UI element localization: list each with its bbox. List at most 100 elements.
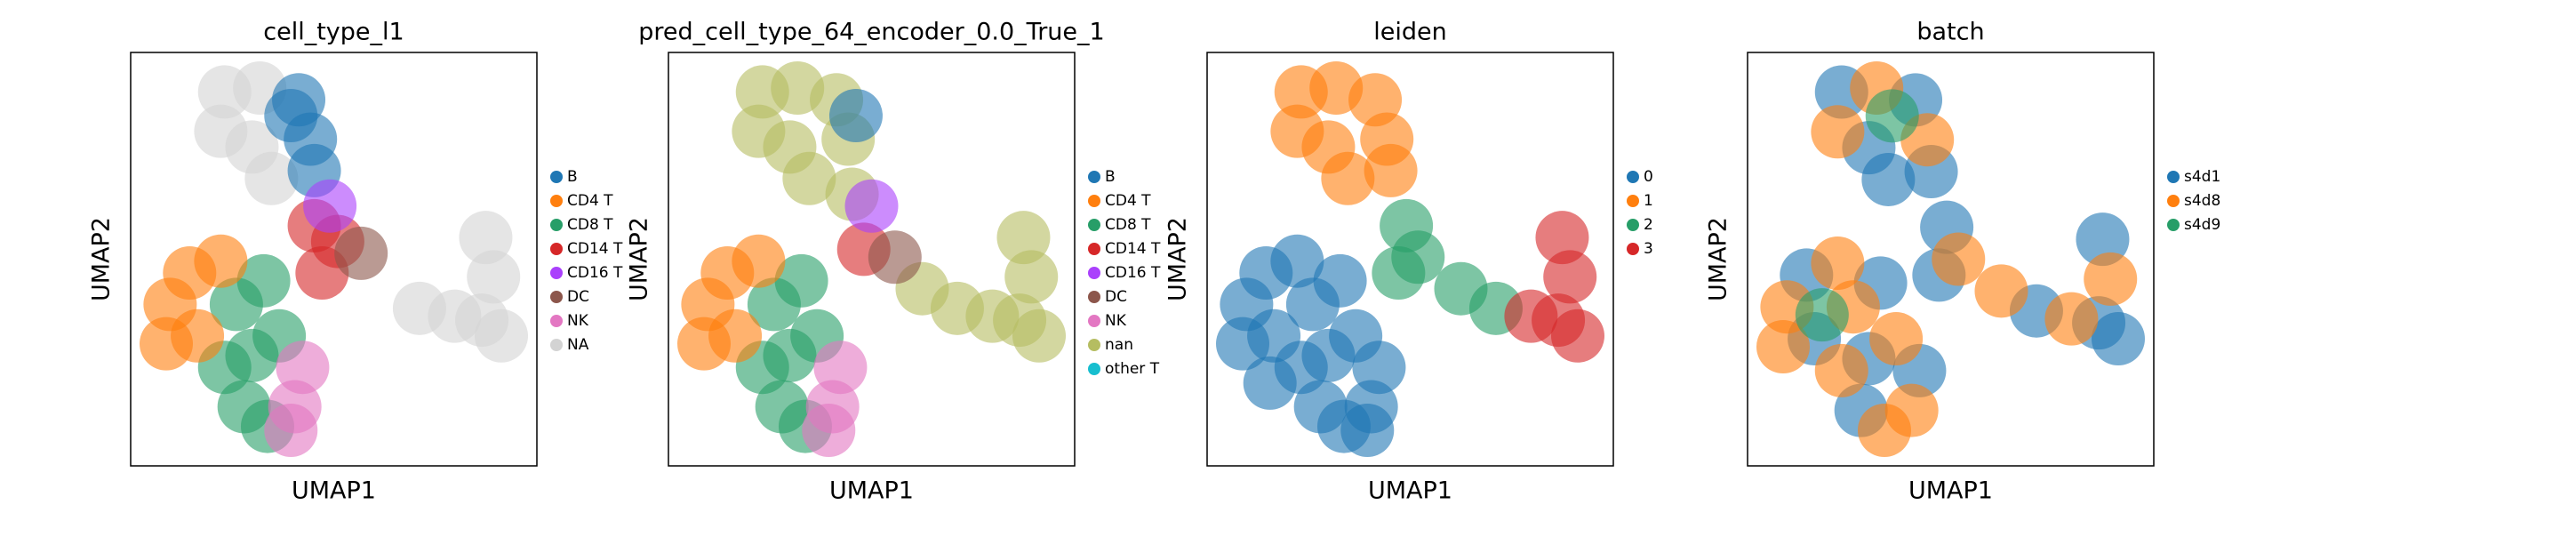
- y-axis-label: UMAP2: [1705, 217, 1732, 301]
- point: [1884, 383, 1939, 437]
- y-axis-label: UMAP2: [88, 217, 116, 301]
- plot-area: [1206, 52, 1614, 467]
- point: [2092, 312, 2145, 366]
- axes-frame: [1206, 52, 1614, 467]
- legend-label: 3: [1644, 240, 1653, 258]
- point: [1814, 343, 1868, 397]
- legend-marker: [1627, 171, 1639, 183]
- point: [1364, 143, 1418, 197]
- point: [1372, 245, 1426, 300]
- legend-marker: [1088, 171, 1100, 183]
- legend-label: CD8 T: [567, 216, 613, 234]
- point: [1352, 341, 1406, 395]
- point: [194, 234, 248, 288]
- legend-marker: [1088, 195, 1100, 207]
- legend-label: NA: [567, 336, 589, 354]
- legend-label: CD16 T: [1105, 264, 1161, 282]
- point: [782, 151, 836, 205]
- x-axis-label: UMAP1: [292, 477, 376, 505]
- point: [1551, 309, 1604, 363]
- points: [1756, 61, 2145, 457]
- legend-label: CD14 T: [1105, 240, 1161, 258]
- axes-frame: [668, 52, 1076, 467]
- point: [303, 179, 357, 233]
- point: [1811, 236, 1865, 290]
- plot-area: [130, 52, 538, 467]
- legend-marker: [2167, 195, 2180, 207]
- point: [1313, 253, 1367, 308]
- point: [732, 234, 786, 288]
- legend-marker: [550, 171, 563, 183]
- point: [1243, 356, 1297, 410]
- panel-title: batch: [1916, 19, 1984, 46]
- legend-marker: [1088, 363, 1100, 375]
- legend-marker: [550, 219, 563, 231]
- legend-label: DC: [1105, 288, 1127, 306]
- point: [1340, 404, 1395, 457]
- legend-marker: [550, 291, 563, 303]
- point: [334, 226, 388, 280]
- legend-label: B: [567, 168, 578, 186]
- point: [802, 404, 856, 457]
- legend-label: other T: [1105, 360, 1160, 378]
- legend-label: NK: [567, 312, 589, 330]
- legend-label: CD8 T: [1105, 216, 1151, 234]
- legend-marker: [1627, 219, 1639, 231]
- points: [140, 61, 528, 457]
- panel-title: pred_cell_type_64_encoder_0.0_True_1: [638, 19, 1104, 46]
- point: [1869, 312, 1924, 366]
- point: [1270, 234, 1324, 288]
- point: [1861, 152, 1916, 206]
- point: [1811, 105, 1865, 159]
- legend-marker: [550, 315, 563, 327]
- plot-area: [1747, 52, 2155, 467]
- legend-label: s4d9: [2184, 216, 2220, 234]
- point: [475, 309, 528, 363]
- point: [844, 179, 899, 233]
- points: [677, 61, 1066, 457]
- point: [1321, 151, 1375, 205]
- legend-marker: [1627, 195, 1639, 207]
- point: [1535, 211, 1589, 265]
- x-axis-label: UMAP1: [1368, 477, 1452, 505]
- legend-marker: [2167, 171, 2180, 183]
- x-axis-label: UMAP1: [829, 477, 914, 505]
- point: [813, 341, 868, 395]
- point: [236, 253, 291, 308]
- panel-title: leiden: [1373, 19, 1446, 46]
- y-axis-label: UMAP2: [1164, 217, 1192, 301]
- point: [264, 88, 318, 142]
- legend-marker: [1627, 243, 1639, 255]
- legend-label: s4d8: [2184, 192, 2220, 210]
- point: [1865, 89, 1919, 143]
- legend-label: 1: [1644, 192, 1653, 210]
- point: [1756, 319, 1810, 373]
- point: [1932, 232, 1986, 286]
- legend-marker: [1088, 243, 1100, 255]
- axes-frame: [1747, 52, 2155, 467]
- legend-label: CD4 T: [567, 192, 613, 210]
- legend-marker: [550, 339, 563, 351]
- point: [2044, 292, 2099, 346]
- point: [264, 404, 318, 457]
- point: [1012, 309, 1066, 363]
- legend-label: s4d1: [2184, 168, 2220, 186]
- point: [708, 309, 763, 363]
- legend-label: CD4 T: [1105, 192, 1151, 210]
- point: [459, 211, 513, 265]
- point: [171, 309, 225, 363]
- x-axis-label: UMAP1: [1908, 477, 1993, 505]
- point: [828, 88, 883, 142]
- legend-marker: [550, 267, 563, 279]
- legend-label: CD14 T: [567, 240, 623, 258]
- legend-label: 2: [1644, 216, 1653, 234]
- plot-area: [668, 52, 1076, 467]
- legend-marker: [1088, 315, 1100, 327]
- legend-label: 0: [1644, 168, 1653, 186]
- y-axis-label: UMAP2: [626, 217, 653, 301]
- legend-label: nan: [1105, 336, 1133, 354]
- axes-frame: [130, 52, 538, 467]
- legend-label: DC: [567, 288, 589, 306]
